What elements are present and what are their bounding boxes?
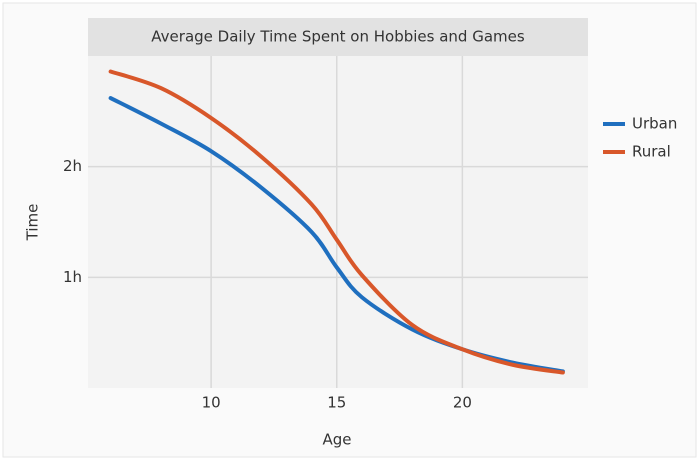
plot-panel xyxy=(88,56,588,388)
y-tick-label: 1h xyxy=(63,268,82,286)
x-tick-label: 10 xyxy=(202,394,221,412)
x-tick-label: 20 xyxy=(453,394,472,412)
legend-label: Rural xyxy=(632,143,671,161)
title-strip xyxy=(88,18,588,56)
chart-title: Average Daily Time Spent on Hobbies and … xyxy=(151,28,525,46)
line xyxy=(108,69,565,375)
x-tick-label: 15 xyxy=(327,394,346,412)
y-axis-label: Time xyxy=(24,204,42,242)
y-tick-label: 2h xyxy=(63,157,82,175)
legend-label: Urban xyxy=(632,115,677,133)
x-axis-label: Age xyxy=(322,431,351,449)
